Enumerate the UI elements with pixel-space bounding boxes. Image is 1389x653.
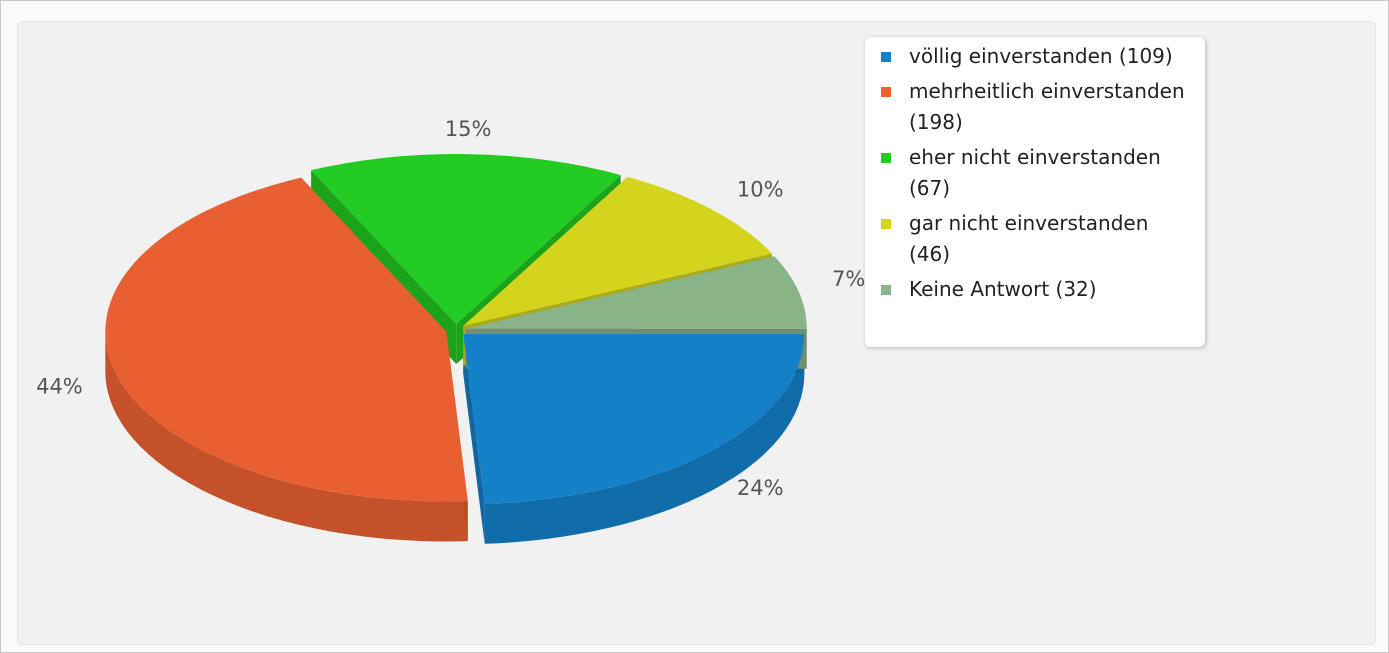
legend-label: Keine Antwort (32) bbox=[909, 277, 1097, 301]
legend-label: gar nicht einverstanden (46) bbox=[909, 211, 1149, 266]
legend-swatch bbox=[881, 285, 891, 295]
legend-label: eher nicht einverstanden (67) bbox=[909, 145, 1161, 200]
legend-entry: völlig einverstanden (109) bbox=[879, 41, 1195, 72]
legend-label: mehrheitlich einverstanden (198) bbox=[909, 79, 1185, 134]
slice bbox=[311, 154, 621, 325]
legend-entry: mehrheitlich einverstanden (198) bbox=[879, 76, 1195, 138]
slice-side bbox=[484, 334, 805, 544]
legend: völlig einverstanden (109) mehrheitlich e… bbox=[865, 37, 1205, 347]
slice bbox=[463, 334, 805, 504]
slice bbox=[463, 176, 772, 326]
slice-label: 44% bbox=[36, 375, 83, 399]
legend-entry: Keine Antwort (32) bbox=[879, 274, 1195, 305]
slice-label: 10% bbox=[737, 177, 784, 201]
slice bbox=[465, 256, 807, 329]
slice-side bbox=[105, 331, 468, 542]
legend-swatch bbox=[881, 87, 891, 97]
slice-label: 24% bbox=[737, 476, 784, 500]
slice bbox=[105, 177, 468, 502]
legend-swatch bbox=[881, 52, 891, 62]
legend-swatch bbox=[881, 153, 891, 163]
slice-edge bbox=[463, 334, 485, 544]
legend-swatch bbox=[881, 219, 891, 229]
slice-label: 7% bbox=[832, 267, 865, 291]
legend-entry: gar nicht einverstanden (46) bbox=[879, 208, 1195, 270]
legend-label: völlig einverstanden (109) bbox=[909, 44, 1173, 68]
slice-label: 15% bbox=[445, 117, 492, 141]
legend-entry: eher nicht einverstanden (67) bbox=[879, 142, 1195, 204]
